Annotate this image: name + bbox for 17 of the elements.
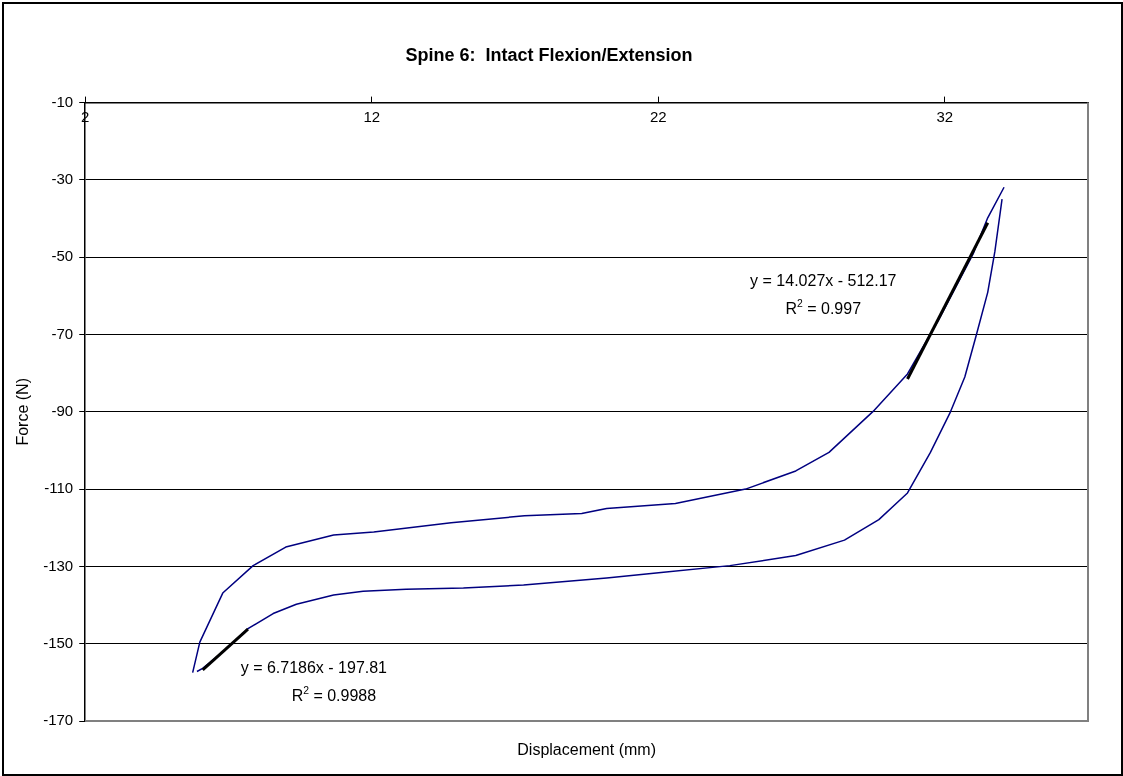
chart-title: Spine 6: Intact Flexion/Extension (405, 44, 693, 65)
x-axis-title: Displacement (mm) (517, 741, 656, 759)
y-tick-label: -150 (43, 633, 74, 651)
x-tick-label: 22 (649, 108, 667, 126)
y-axis-title: Force (N) (14, 378, 32, 446)
y-tick-label: -70 (51, 324, 74, 342)
x-tick-label: 12 (363, 108, 381, 126)
y-tick-label: -170 (43, 711, 74, 729)
x-tick-label: 32 (936, 108, 954, 126)
y-tick-label: -30 (51, 170, 74, 188)
y-tick-label: -130 (43, 556, 74, 574)
annotation: y = 14.027x - 512.17 (750, 272, 897, 290)
y-tick-label: -90 (51, 401, 74, 419)
y-tick-label: -110 (44, 479, 74, 497)
y-tick-label: -50 (51, 247, 74, 265)
annotation: y = 6.7186x - 197.81 (240, 658, 388, 676)
y-tick-label: -10 (51, 92, 74, 110)
